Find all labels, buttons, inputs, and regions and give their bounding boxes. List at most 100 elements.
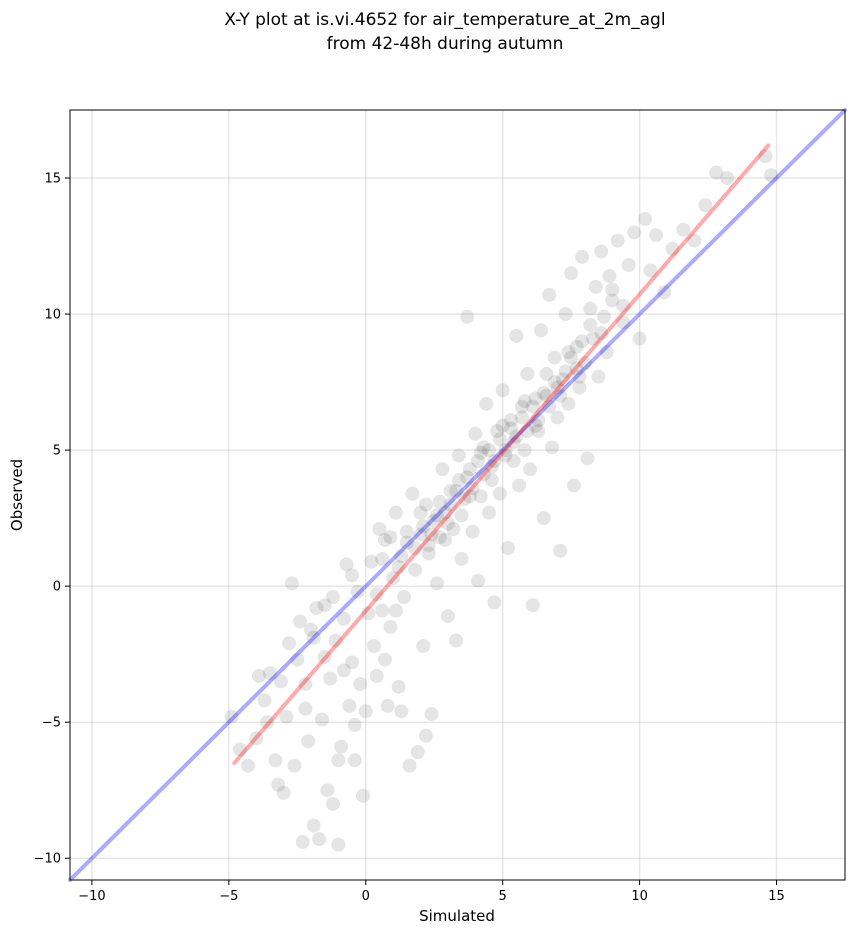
data-point xyxy=(388,603,403,618)
x-axis-ticks: −10 −5 0 5 10 15 xyxy=(78,880,785,904)
data-point xyxy=(528,418,543,433)
data-point xyxy=(257,693,272,708)
x-tick-label: −5 xyxy=(219,889,238,904)
data-point xyxy=(539,388,554,403)
data-point xyxy=(394,704,409,719)
data-point xyxy=(580,451,595,466)
y-tick-label: 15 xyxy=(44,172,61,187)
data-point xyxy=(605,282,620,297)
data-point xyxy=(435,462,450,477)
data-point xyxy=(460,470,475,485)
data-point xyxy=(534,323,549,338)
data-point xyxy=(498,443,513,458)
data-point xyxy=(594,244,609,259)
data-point xyxy=(588,279,603,294)
data-point xyxy=(492,486,507,501)
data-point xyxy=(591,369,606,384)
data-point xyxy=(438,505,453,520)
data-point xyxy=(358,704,373,719)
data-point xyxy=(350,584,365,599)
data-point xyxy=(336,611,351,626)
data-point xyxy=(616,315,631,330)
data-point xyxy=(443,497,458,512)
data-point xyxy=(487,453,502,468)
data-point xyxy=(287,758,302,773)
data-point xyxy=(383,619,398,634)
data-point xyxy=(572,380,587,395)
data-point xyxy=(575,249,590,264)
data-point xyxy=(383,530,398,545)
data-point xyxy=(586,331,601,346)
data-point xyxy=(555,372,570,387)
data-point xyxy=(481,443,496,458)
data-point xyxy=(356,788,371,803)
data-point xyxy=(481,505,496,520)
data-point xyxy=(550,410,565,425)
data-point xyxy=(547,350,562,365)
data-point xyxy=(262,666,277,681)
data-point xyxy=(260,715,275,730)
reference-lines xyxy=(68,108,847,882)
data-point xyxy=(498,448,513,463)
data-point xyxy=(638,211,653,226)
grid xyxy=(70,110,845,880)
data-point xyxy=(391,560,406,575)
data-point xyxy=(427,513,442,528)
data-point xyxy=(372,522,387,537)
data-point xyxy=(416,519,431,534)
data-point xyxy=(501,541,516,556)
y-axis-ticks: −10 −5 0 5 10 15 xyxy=(34,172,70,867)
data-point xyxy=(536,385,551,400)
data-point xyxy=(627,225,642,240)
y-axis-label: Observed xyxy=(8,459,26,531)
scatter-points xyxy=(224,149,779,852)
data-point xyxy=(440,516,455,531)
data-point xyxy=(377,532,392,547)
y-tick-label: 10 xyxy=(44,308,61,323)
data-point xyxy=(369,587,384,602)
data-point xyxy=(438,532,453,547)
data-point xyxy=(484,473,499,488)
data-point xyxy=(377,652,392,667)
data-point xyxy=(465,524,480,539)
data-point xyxy=(386,570,401,585)
data-point xyxy=(399,535,414,550)
data-point xyxy=(523,462,538,477)
data-point xyxy=(468,426,483,441)
data-point xyxy=(553,543,568,558)
data-point xyxy=(525,598,540,613)
data-point xyxy=(449,483,464,498)
data-point xyxy=(599,345,614,360)
data-point xyxy=(388,505,403,520)
data-point xyxy=(471,573,486,588)
data-point xyxy=(583,317,598,332)
data-point xyxy=(271,777,286,792)
data-point xyxy=(476,467,491,482)
data-point xyxy=(509,429,524,444)
data-point xyxy=(399,524,414,539)
data-point xyxy=(465,481,480,496)
data-point xyxy=(336,663,351,678)
y-tick-label: 5 xyxy=(53,444,61,459)
data-point xyxy=(347,753,362,768)
data-point xyxy=(325,590,340,605)
data-point xyxy=(320,783,335,798)
data-point xyxy=(657,285,672,300)
data-point xyxy=(594,326,609,341)
data-point xyxy=(432,530,447,545)
data-point xyxy=(649,228,664,243)
data-point xyxy=(531,413,546,428)
data-point xyxy=(512,478,527,493)
data-point xyxy=(520,366,535,381)
data-point xyxy=(451,473,466,488)
data-point xyxy=(282,636,297,651)
data-point xyxy=(334,739,349,754)
data-point xyxy=(525,399,540,414)
data-point xyxy=(429,576,444,591)
data-point xyxy=(440,609,455,624)
data-point xyxy=(506,434,521,449)
data-point xyxy=(514,410,529,425)
data-point xyxy=(517,394,532,409)
data-point xyxy=(224,709,239,724)
data-point xyxy=(462,489,477,504)
